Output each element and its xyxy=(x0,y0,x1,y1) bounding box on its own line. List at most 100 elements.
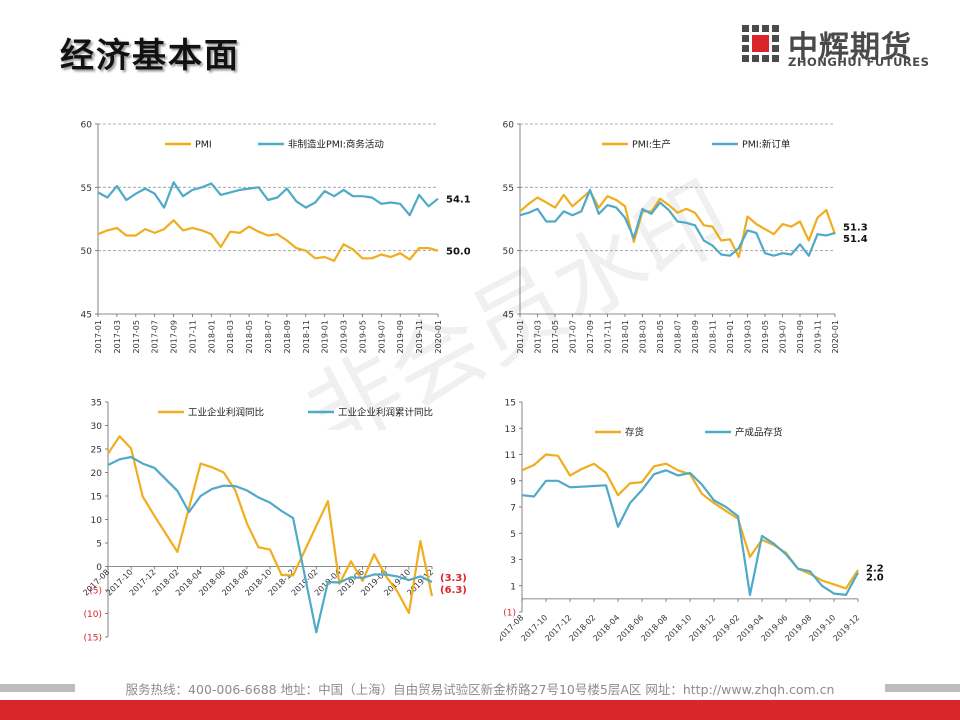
x-tick-label: 2019-03 xyxy=(340,320,349,353)
y-tick-label: 15 xyxy=(505,399,516,409)
bottom-brand-bar xyxy=(0,700,960,720)
series-line-1 xyxy=(97,219,439,262)
x-tick-label: 2019-01 xyxy=(321,320,330,353)
x-tick-label: 2017-01 xyxy=(516,320,525,353)
y-tick-label: 15 xyxy=(91,493,102,503)
chart-inventory: (1)135791113152017-082017-102017-122018-… xyxy=(500,399,884,644)
legend-label: PMI:新订单 xyxy=(742,139,791,151)
y-tick-label: 3 xyxy=(510,556,516,566)
legend-label: PMI:生产 xyxy=(632,139,671,151)
x-tick-label: 2018-01 xyxy=(621,320,630,353)
y-tick-label: 60 xyxy=(503,121,515,131)
page-title: 经济基本面 xyxy=(60,36,240,76)
logo-text-cn: 中辉期货 xyxy=(788,30,912,65)
legend-label: 工业企业利润累计同比 xyxy=(338,407,433,419)
y-tick-label: 25 xyxy=(91,446,102,456)
y-tick-label: 5 xyxy=(96,540,102,550)
legend-label: 工业企业利润同比 xyxy=(188,407,264,419)
x-tick-label: 2018-05 xyxy=(656,320,665,353)
x-tick-label: 2017-07 xyxy=(569,320,578,353)
x-tick-label: 2019-09 xyxy=(796,320,805,353)
legend-label: 存货 xyxy=(625,427,644,439)
y-tick-label: 30 xyxy=(91,422,103,432)
x-tick-label: 2017-07 xyxy=(151,320,160,353)
x-tick-label: 2018-09 xyxy=(691,320,700,353)
series-line-1 xyxy=(107,435,434,615)
y-tick-label: 45 xyxy=(81,311,92,321)
y-tick-label: 9 xyxy=(510,477,516,487)
logo-mark-icon xyxy=(742,25,779,62)
series-line-1 xyxy=(521,453,859,590)
end-value-label: (3.3) xyxy=(440,573,467,584)
x-tick-label: 2017-11 xyxy=(604,320,613,353)
y-tick-label: (5) xyxy=(89,587,102,597)
end-value-label: 50.0 xyxy=(446,247,470,258)
x-tick-label: 2017-09 xyxy=(170,320,179,353)
logo-text-en: ZHONGHUI FUTURES xyxy=(788,55,930,69)
x-tick-label: 2019-12 xyxy=(831,613,861,643)
x-tick-label: 2018-03 xyxy=(639,320,648,353)
y-tick-label: 20 xyxy=(91,469,103,479)
x-tick-label: 2018-01 xyxy=(207,320,216,353)
y-tick-label: (1) xyxy=(503,609,516,619)
x-tick-label: 2019-01 xyxy=(726,320,735,353)
end-value-label: 51.4 xyxy=(843,234,868,245)
company-logo: 中辉期货 ZHONGHUI FUTURES xyxy=(742,22,942,72)
x-tick-label: 2019-11 xyxy=(814,320,823,353)
y-tick-label: 0 xyxy=(96,563,102,573)
x-tick-label: 2018-03 xyxy=(226,320,235,353)
x-tick-label: 2017-09 xyxy=(586,320,595,353)
y-tick-label: 35 xyxy=(91,399,102,409)
end-value-label: 2.0 xyxy=(866,573,884,584)
series-line-2 xyxy=(107,455,433,634)
x-tick-label: 2017-11 xyxy=(188,320,197,353)
end-value-label: (6.3) xyxy=(440,585,467,596)
chart-pmi: 45 50 55 60 2017-01 2017-03 2017-05 2017-07 2017… xyxy=(81,121,470,354)
legend-label: PMI xyxy=(195,140,212,151)
y-tick-label: 55 xyxy=(81,184,92,194)
y-tick-label: 55 xyxy=(503,184,514,194)
x-tick-label: 2019-07 xyxy=(377,320,386,353)
end-value-label: 54.1 xyxy=(446,195,470,206)
x-tick-label: 2019-07 xyxy=(779,320,788,353)
series-line-1 xyxy=(519,190,837,259)
x-tick-label: 2020-01 xyxy=(434,320,443,353)
footer-divider xyxy=(0,684,960,692)
x-tick-label: 2017-01 xyxy=(94,320,103,353)
x-tick-label: 2017-05 xyxy=(132,320,141,353)
x-tick-label: 2018-11 xyxy=(709,320,718,353)
x-tick-label: 2020-01 xyxy=(831,320,840,353)
chart-pmi-sub: 45 50 55 60 2017-01 2017-03 2017-05 2017-07 2017… xyxy=(503,121,868,354)
y-tick-label: 7 xyxy=(510,504,516,514)
series-line-2 xyxy=(519,188,836,257)
x-tick-label: 2018-07 xyxy=(674,320,683,353)
x-tick-label: 2018-11 xyxy=(302,320,311,353)
legend-label: 产成品存货 xyxy=(735,427,783,439)
x-tick-label: 2019-05 xyxy=(358,320,367,353)
x-tick-label: 2018-05 xyxy=(245,320,254,353)
series-line-2 xyxy=(97,181,439,217)
series-line-2 xyxy=(521,469,859,596)
y-tick-label: 11 xyxy=(505,451,516,461)
x-tick-label: 2018-07 xyxy=(264,320,273,353)
x-tick-label: 2019-03 xyxy=(744,320,753,353)
y-tick-label: 50 xyxy=(503,247,515,257)
end-value-label: 2.2 xyxy=(866,563,884,574)
y-tick-label: 60 xyxy=(81,121,93,131)
y-tick-label: 45 xyxy=(503,311,514,321)
x-tick-label: 2018-09 xyxy=(283,320,292,353)
y-tick-label: 1 xyxy=(510,582,516,592)
x-tick-label: 2017-03 xyxy=(113,320,122,353)
footer-contact: 服务热线：400-006-6688 地址：中国（上海）自由贸易试验区新金桥路27… xyxy=(125,682,835,697)
y-tick-label: 10 xyxy=(91,516,103,526)
y-tick-label: 50 xyxy=(81,247,93,257)
end-value-label: 51.3 xyxy=(843,223,868,234)
x-tick-label: 2017-03 xyxy=(534,320,543,353)
y-tick-label: 5 xyxy=(510,530,516,540)
x-tick-label: 2019-09 xyxy=(396,320,405,353)
x-tick-label: 2019-11 xyxy=(415,320,424,353)
x-tick-label: 2017-05 xyxy=(551,320,560,353)
chart-industrial-profit: (15)(10)(5)051015202530352017-082017-102… xyxy=(81,399,467,644)
x-tick-label: 2019-05 xyxy=(761,320,770,353)
y-tick-label: (15) xyxy=(84,634,102,644)
